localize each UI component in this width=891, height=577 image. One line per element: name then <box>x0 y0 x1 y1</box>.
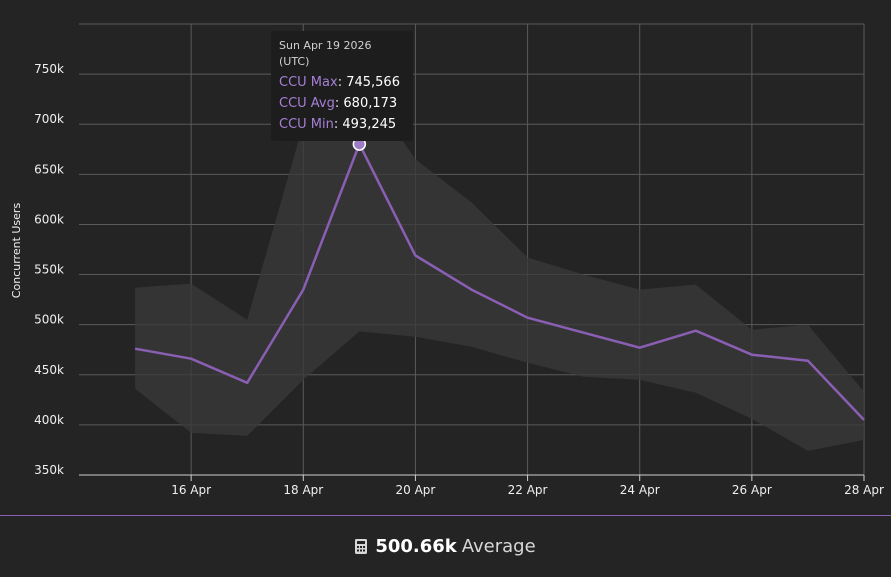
average-value: 500.66k <box>375 536 457 557</box>
tooltip-row-min: CCU Min: 493,245 <box>279 114 405 135</box>
y-tick-label: 650k <box>34 162 64 176</box>
tooltip-label-avg: CCU Avg <box>279 96 335 111</box>
tooltip-value-avg: 680,173 <box>343 96 398 111</box>
tooltip-value-min: 493,245 <box>342 117 397 132</box>
tooltip-row-avg: CCU Avg: 680,173 <box>279 93 405 114</box>
x-tick-label: 26 Apr <box>732 483 772 497</box>
axis-labels: 350k 400k 450k 500k 550k 600k 650k 700k 750k 16 A… <box>10 62 884 497</box>
y-tick-label: 700k <box>34 112 64 126</box>
x-tick-label: 22 Apr <box>508 483 548 497</box>
ccu-line-chart: 350k 400k 450k 500k 550k 600k 650k 700k 750k 16 A… <box>10 23 884 497</box>
ccu-avg-line <box>134 142 865 421</box>
tooltip-date: Sun Apr 19 2026 (UTC) <box>279 39 372 68</box>
tooltip-label-max: CCU Max <box>279 75 338 90</box>
y-tick-label: 750k <box>34 62 64 76</box>
tooltip-sep-avg: : <box>334 96 344 111</box>
tooltip-sep-max: : <box>337 75 347 90</box>
average-footer: 500.66k Average <box>0 516 891 577</box>
y-axis-title: Concurrent Users <box>10 203 23 299</box>
y-tick-label: 350k <box>34 463 64 477</box>
x-tick-label: 20 Apr <box>396 483 436 497</box>
y-tick-label: 600k <box>34 212 64 226</box>
calculator-icon <box>355 539 368 554</box>
axes <box>79 474 865 481</box>
y-tick-label: 550k <box>34 263 64 277</box>
y-tick-label: 450k <box>34 363 64 377</box>
average-label: Average <box>461 536 536 557</box>
ccu-min-max-band <box>135 78 865 451</box>
y-tick-label: 400k <box>34 413 64 427</box>
x-tick-label: 28 Apr <box>844 483 884 497</box>
chart-area: 350k 400k 450k 500k 550k 600k 650k 700k 750k 16 A… <box>10 23 884 497</box>
x-tick-label: 16 Apr <box>171 483 211 497</box>
footer-divider <box>0 515 891 516</box>
ccu-avg-line-group <box>134 142 865 421</box>
hover-tooltip: Sun Apr 19 2026 (UTC) CCU Max: 745,566 C… <box>271 31 413 141</box>
x-tick-label: 18 Apr <box>283 483 323 497</box>
tooltip-label-min: CCU Min <box>279 117 334 132</box>
ccu-range-band <box>135 78 865 451</box>
tooltip-value-max: 745,566 <box>346 75 400 90</box>
tooltip-sep-min: : <box>333 117 343 132</box>
tooltip-row-max: CCU Max: 745,566 <box>279 72 405 93</box>
y-tick-label: 500k <box>34 313 64 327</box>
x-tick-label: 24 Apr <box>620 483 660 497</box>
